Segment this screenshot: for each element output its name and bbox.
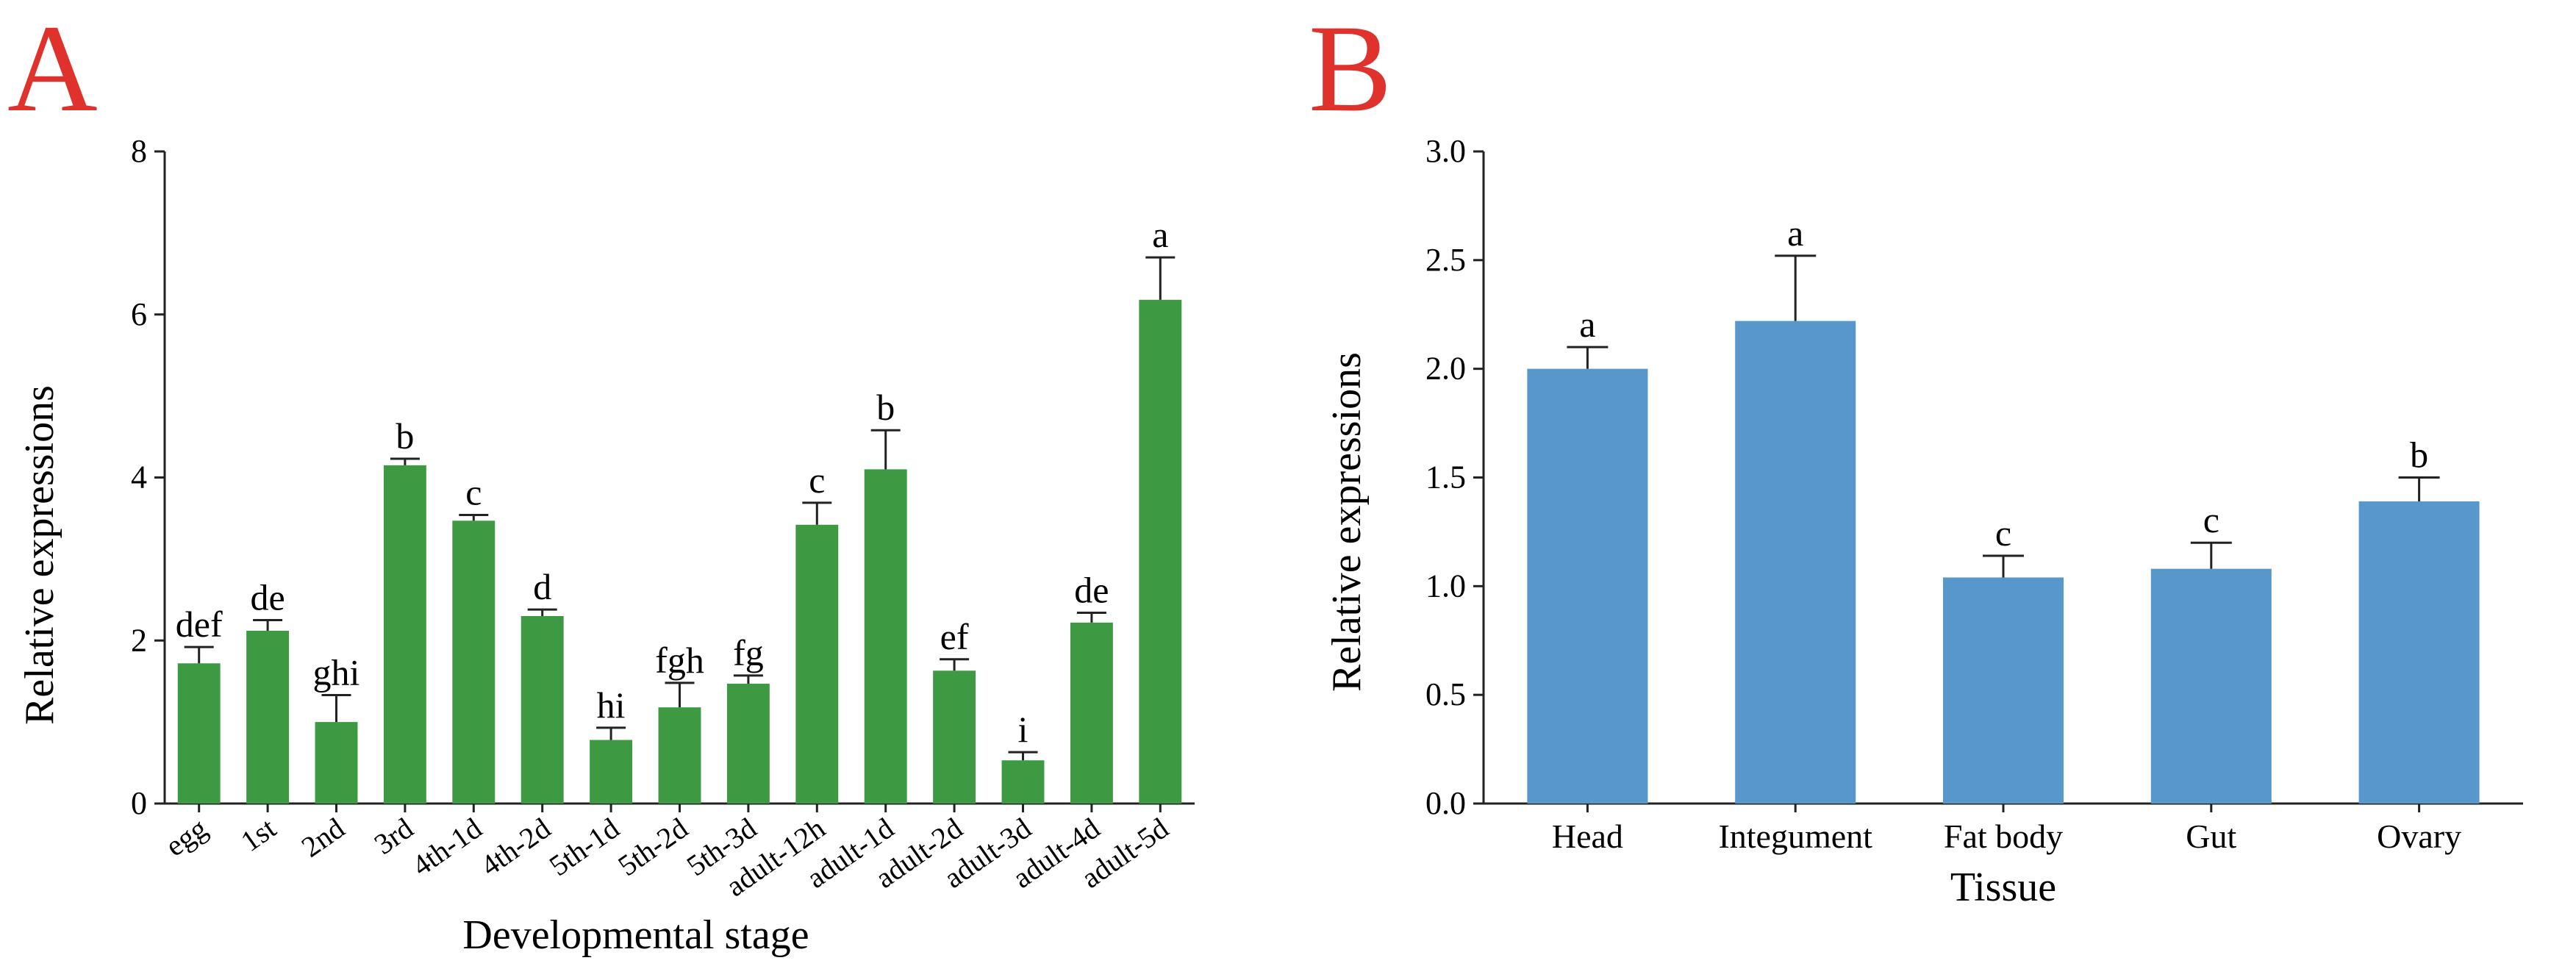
chart-a-sig-letter: fgh xyxy=(655,640,704,681)
chart-b-bar xyxy=(2358,501,2480,804)
chart-b-category-label: Integument xyxy=(1718,817,1872,855)
chart-a-sig-letter: a xyxy=(1152,214,1168,255)
chart-a: Relative expressions Developmental stage… xyxy=(17,133,1195,958)
chart-a-bar xyxy=(933,670,976,804)
chart-a-sig-letter: c xyxy=(809,459,825,501)
chart-a-bar xyxy=(726,684,770,804)
chart-a-category-label: 2nd xyxy=(296,812,351,864)
chart-a-bar xyxy=(177,663,221,804)
chart-b-sig-letter: c xyxy=(2203,499,2219,540)
panel-a-letter: A xyxy=(7,0,98,137)
panel-b-letter: B xyxy=(1309,0,1392,137)
chart-b-ytick-label: 2.0 xyxy=(1425,351,1466,387)
chart-a-ytick-label: 2 xyxy=(131,622,147,658)
chart-a-sig-letter: de xyxy=(250,577,285,618)
chart-a-sig-letter: b xyxy=(396,415,414,457)
chart-b-xlabel: Tissue xyxy=(1950,865,2056,910)
chart-a-bar xyxy=(520,615,564,804)
chart-a-xlabel: Developmental stage xyxy=(462,912,809,958)
chart-a-ytick-label: 0 xyxy=(131,785,147,821)
chart-a-category-label: 4th-2d xyxy=(475,812,557,883)
chart-a-bar xyxy=(864,469,907,804)
chart-a-category-label: 4th-1d xyxy=(406,812,487,883)
chart-a-sig-letter: fg xyxy=(733,632,764,673)
chart-a-category-label: 1st xyxy=(235,812,282,859)
chart-b-category-label: Head xyxy=(1552,817,1623,855)
chart-b-ytick-label: 1.5 xyxy=(1425,459,1466,495)
chart-a-sig-letter: def xyxy=(176,604,223,645)
chart-b-ytick-label: 3.0 xyxy=(1425,133,1466,169)
chart-b-bar xyxy=(1527,368,1648,804)
chart-a-bar xyxy=(246,630,290,804)
chart-a-bar xyxy=(1001,760,1045,804)
chart-b-ylabel: Relative expressions xyxy=(1324,352,1370,692)
chart-a-category-label: 5th-1d xyxy=(543,812,625,883)
chart-b-ytick-label: 1.0 xyxy=(1425,568,1466,604)
chart-a-bar xyxy=(452,520,495,804)
chart-a-ylabel: Relative expressions xyxy=(17,385,62,725)
chart-a-category-label: egg xyxy=(160,812,213,863)
chart-b-category-label: Fat body xyxy=(1944,817,2063,855)
chart-b-ytick-label: 0.5 xyxy=(1425,676,1466,712)
chart-a-sig-letter: i xyxy=(1018,709,1028,750)
chart-a-bar xyxy=(590,740,633,804)
chart-b-sig-letter: b xyxy=(2410,434,2428,476)
chart-b-bar xyxy=(2150,568,2272,804)
chart-b-ytick-label: 2.5 xyxy=(1425,242,1466,278)
chart-a-bar xyxy=(795,524,839,804)
chart-a-category-label: 5th-2d xyxy=(612,812,693,883)
chart-a-bar xyxy=(315,722,358,804)
chart-b-category-label: Ovary xyxy=(2377,817,2461,855)
chart-a-sig-letter: ef xyxy=(940,616,969,657)
chart-b-sig-letter: a xyxy=(1787,212,1803,254)
chart-b-sig-letter: c xyxy=(1995,512,2011,554)
chart-a-sig-letter: de xyxy=(1074,570,1109,611)
chart-b-sig-letter: a xyxy=(1579,304,1595,345)
chart-a-sig-letter: ghi xyxy=(313,652,360,693)
chart-a-bar xyxy=(1070,622,1113,804)
chart-a-sig-letter: b xyxy=(876,387,895,428)
chart-a-sig-letter: hi xyxy=(597,684,626,726)
chart-a-ytick-label: 4 xyxy=(131,459,147,495)
chart-a-ytick-label: 8 xyxy=(131,133,147,169)
chart-b-bar xyxy=(1942,577,2064,804)
chart-b-ytick-label: 0.0 xyxy=(1425,785,1466,821)
chart-a-sig-letter: d xyxy=(533,566,551,607)
chart-a-ytick-label: 6 xyxy=(131,296,147,332)
chart-b: Relative expressions Tissue 0.0 0.5 1.0 1.5… xyxy=(1324,133,2523,910)
chart-a-bar xyxy=(658,707,701,804)
chart-b-category-label: Gut xyxy=(2186,817,2236,855)
chart-a-bar xyxy=(1139,299,1182,804)
chart-a-bar xyxy=(383,465,426,804)
chart-b-bar xyxy=(1735,321,1856,804)
chart-a-sig-letter: c xyxy=(465,472,482,513)
